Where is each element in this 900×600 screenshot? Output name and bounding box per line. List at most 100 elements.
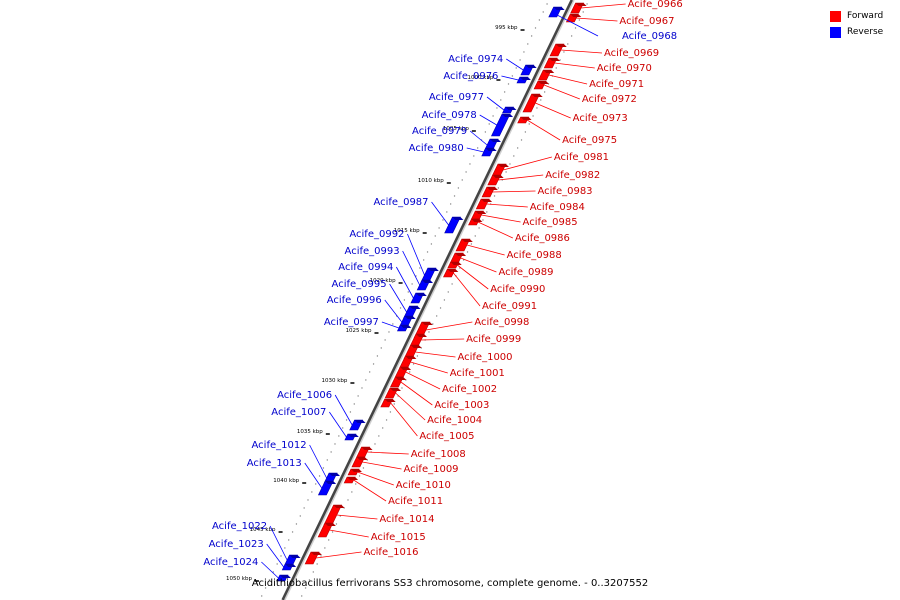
reverse-gene-label[interactable]: Acife_0997 xyxy=(324,317,379,328)
forward-gene-label[interactable]: Acife_1009 xyxy=(403,464,458,475)
reverse-leader-line xyxy=(304,462,323,489)
reverse-guide-dot xyxy=(476,147,479,149)
gene-block-top xyxy=(520,117,532,120)
reverse-gene-label[interactable]: Acife_1007 xyxy=(271,407,326,418)
forward-guide-dot xyxy=(486,211,488,213)
reverse-gene-label[interactable]: Acife_1022 xyxy=(212,521,267,532)
reverse-leader-line xyxy=(384,299,403,323)
reverse-guide-dot xyxy=(407,291,409,293)
tick-label: 1000 kbp xyxy=(468,75,494,81)
reverse-leader-line xyxy=(309,444,327,479)
gene-block-top xyxy=(450,262,462,265)
forward-gene-label[interactable]: Acife_0971 xyxy=(589,79,644,90)
gene-block-top xyxy=(354,420,366,423)
reverse-gene-label[interactable]: Acife_0979 xyxy=(412,126,467,137)
reverse-gene-label[interactable]: Acife_0993 xyxy=(345,246,400,257)
forward-gene-label[interactable]: Acife_0991 xyxy=(482,301,537,312)
reverse-guide-dot xyxy=(357,395,359,397)
forward-gene-label[interactable]: Acife_1015 xyxy=(371,532,426,543)
forward-guide-dot xyxy=(389,411,392,413)
reverse-guide-dot xyxy=(261,595,263,597)
reverse-leader-line xyxy=(396,266,414,299)
forward-gene-label[interactable]: Acife_0972 xyxy=(582,94,637,105)
forward-gene-label[interactable]: Acife_0986 xyxy=(515,233,570,244)
forward-gene-label[interactable]: Acife_1003 xyxy=(434,400,489,411)
reverse-guide-dot xyxy=(515,67,517,69)
reverse-gene-label[interactable]: Acife_0994 xyxy=(338,262,393,273)
forward-leader-line xyxy=(576,17,618,22)
gene-block-top xyxy=(502,114,514,117)
reverse-guide-dot xyxy=(368,371,371,373)
forward-gene-label[interactable]: Acife_1010 xyxy=(396,480,451,491)
gene-block-top xyxy=(347,434,359,437)
reverse-gene-label[interactable]: Acife_0996 xyxy=(327,295,382,306)
forward-gene-label[interactable]: Acife_0981 xyxy=(554,152,609,163)
forward-gene-label[interactable]: Acife_0983 xyxy=(537,186,592,197)
forward-guide-dot xyxy=(428,331,430,333)
forward-gene-label[interactable]: Acife_0966 xyxy=(628,0,683,10)
forward-gene-label[interactable]: Acife_1000 xyxy=(457,352,512,363)
forward-gene-label[interactable]: Acife_1001 xyxy=(450,368,505,379)
reverse-guide-dot xyxy=(291,531,294,533)
forward-gene-label[interactable]: Acife_0990 xyxy=(490,284,545,295)
gene-block-top xyxy=(421,322,433,325)
reverse-guide-dot xyxy=(380,347,382,349)
reverse-gene-label[interactable]: Acife_0976 xyxy=(443,71,498,82)
reverse-gene-label[interactable]: Acife_0980 xyxy=(409,143,464,154)
forward-guide-dot xyxy=(432,323,434,325)
reverse-guide-dot xyxy=(469,163,471,165)
forward-gene-label[interactable]: Acife_0982 xyxy=(545,170,600,181)
gene-block-top xyxy=(427,268,439,271)
forward-leader-line xyxy=(560,49,603,54)
forward-guide-dot xyxy=(520,139,523,141)
reverse-gene-label[interactable]: Acife_0992 xyxy=(349,229,404,240)
forward-guide-dot xyxy=(509,163,511,165)
reverse-gene-label[interactable]: Acife_1006 xyxy=(277,390,332,401)
forward-gene-label[interactable]: Acife_1011 xyxy=(388,496,443,507)
reverse-gene-label[interactable]: Acife_1024 xyxy=(203,557,258,568)
forward-gene-label[interactable]: Acife_0988 xyxy=(507,250,562,261)
reverse-gene-label[interactable]: Acife_1013 xyxy=(247,458,302,469)
reverse-gene-label[interactable]: Acife_0977 xyxy=(429,92,484,103)
reverse-guide-dot xyxy=(538,19,541,21)
forward-gene-label[interactable]: Acife_0999 xyxy=(466,334,521,345)
reverse-guide-dot xyxy=(299,515,301,517)
forward-gene-label[interactable]: Acife_0985 xyxy=(523,217,578,228)
forward-gene-label[interactable]: Acife_0970 xyxy=(597,63,652,74)
reverse-leader-line xyxy=(402,250,420,286)
forward-gene-label[interactable]: Acife_0998 xyxy=(474,317,529,328)
tick-label: 995 kbp xyxy=(495,25,518,31)
reverse-gene-label[interactable]: Acife_1023 xyxy=(209,539,264,550)
reverse-guide-dot xyxy=(438,227,440,229)
forward-gene-label[interactable]: Acife_0975 xyxy=(562,135,617,146)
forward-guide-dot xyxy=(567,43,569,45)
reverse-gene-label[interactable]: Acife_0968 xyxy=(622,31,677,42)
reverse-gene-label[interactable]: Acife_0974 xyxy=(448,54,503,65)
forward-gene-label[interactable]: Acife_1005 xyxy=(419,431,474,442)
forward-guide-dot xyxy=(439,307,442,309)
forward-gene-label[interactable]: Acife_0989 xyxy=(498,267,553,278)
reverse-guide-dot xyxy=(446,211,448,213)
forward-gene-label[interactable]: Acife_0973 xyxy=(573,113,628,124)
forward-gene-label[interactable]: Acife_1004 xyxy=(427,415,482,426)
forward-leader-line xyxy=(353,479,387,502)
forward-gene-label[interactable]: Acife_1008 xyxy=(411,449,466,460)
forward-gene-label[interactable]: Acife_0967 xyxy=(619,16,674,27)
reverse-guide-dot xyxy=(457,187,460,189)
tick-label: 1015 kbp xyxy=(394,228,420,234)
reverse-gene-label[interactable]: Acife_1012 xyxy=(252,440,307,451)
gene-block-top xyxy=(481,199,493,202)
legend-forward: Forward xyxy=(830,8,892,24)
forward-gene-label[interactable]: Acife_0984 xyxy=(530,202,585,213)
reverse-gene-label[interactable]: Acife_0987 xyxy=(373,197,428,208)
forward-guide-dot xyxy=(536,107,538,109)
reverse-guide-dot xyxy=(546,3,548,5)
forward-gene-label[interactable]: Acife_1002 xyxy=(442,384,497,395)
chromosome-axis xyxy=(261,0,588,600)
forward-gene-label[interactable]: Acife_1016 xyxy=(363,547,418,558)
forward-gene-label[interactable]: Acife_0969 xyxy=(604,48,659,59)
reverse-gene-label[interactable]: Acife_0978 xyxy=(422,110,477,121)
forward-gene-label[interactable]: Acife_1014 xyxy=(379,514,434,525)
reverse-gene-label[interactable]: Acife_0995 xyxy=(332,279,387,290)
chromosome-caption: Acidithiobacillus ferrivorans SS3 chromo… xyxy=(251,578,649,589)
